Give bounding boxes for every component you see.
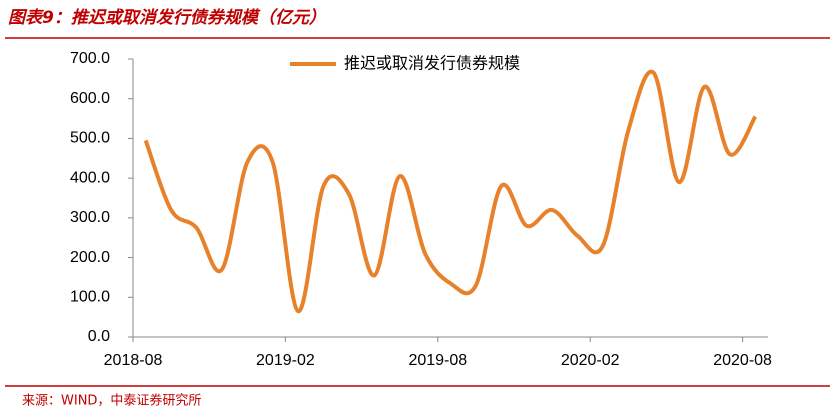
source: 来源：WIND，中泰证券研究所 [22, 393, 201, 409]
x-tick-label: 2018-08 [104, 352, 163, 369]
y-tick-label: 200.0 [70, 249, 110, 266]
y-tick-label: 300.0 [70, 209, 110, 226]
series-line [143, 69, 758, 314]
y-tick-label: 700.0 [70, 50, 110, 67]
x-tick-label: 2019-08 [408, 352, 467, 369]
y-tick-label: 100.0 [70, 289, 110, 306]
x-tick-label: 2020-08 [713, 352, 772, 369]
y-tick-label: 400.0 [70, 169, 110, 186]
y-tick-label: 600.0 [70, 90, 110, 107]
x-tick-label: 2019-02 [256, 352, 315, 369]
x-tick-label: 2020-02 [561, 352, 620, 369]
legend-label: 推迟或取消发行债券规模 [344, 54, 520, 73]
chart-title: 图表9：推迟或取消发行债券规模（亿元） [8, 8, 326, 28]
y-tick-label: 0.0 [88, 328, 110, 345]
y-tick-label: 500.0 [70, 130, 110, 147]
